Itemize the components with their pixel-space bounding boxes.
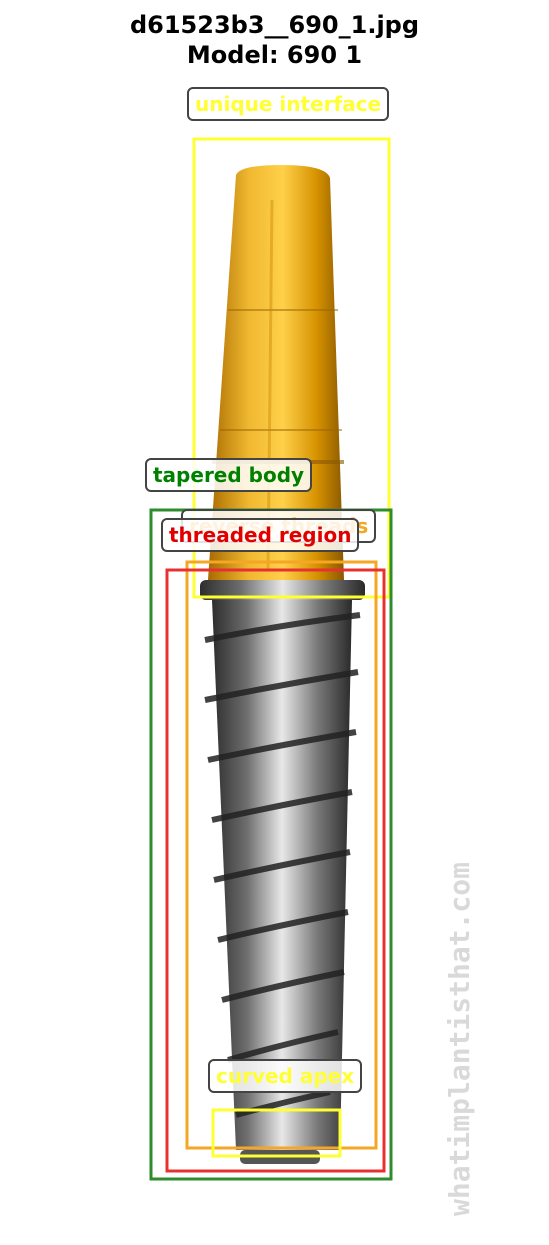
unique-interface-box (192, 137, 391, 599)
label-unique-interface: unique interface (187, 87, 390, 121)
curved-apex-box (211, 1108, 342, 1158)
watermark: whatimplantisthat.com (447, 862, 476, 1216)
label-curved-apex: curved apex (208, 1059, 363, 1093)
reverse-threads-box (185, 560, 378, 1150)
figure-title-filename: d61523b3__690_1.jpg (129, 11, 420, 39)
label-tapered-body: tapered body (145, 458, 313, 492)
implant-threaded-body (200, 580, 365, 1164)
threaded-region-box (165, 568, 386, 1173)
watermark-text: whatimplantisthat.com (447, 862, 476, 1216)
figure-title-model: Model: 690 1 (186, 41, 363, 69)
label-threaded-region: threaded region (161, 518, 360, 552)
